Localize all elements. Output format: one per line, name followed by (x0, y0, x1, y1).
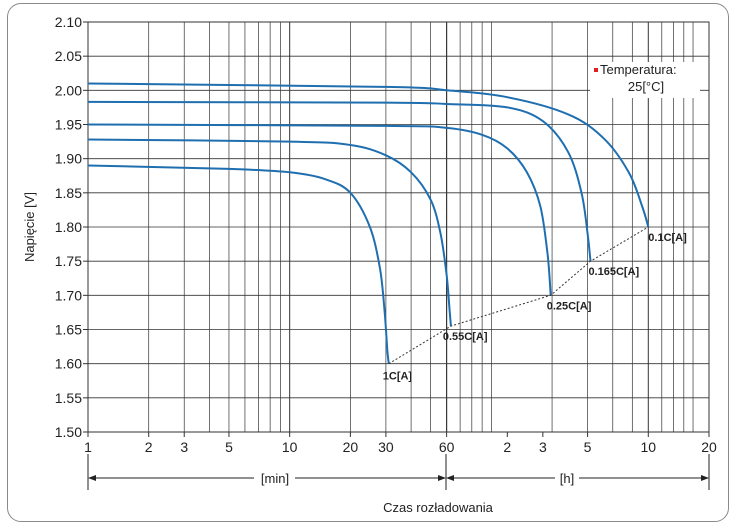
series-line (87, 100, 592, 262)
series-label: 0.55C[A] (443, 331, 488, 343)
y-tick-label: 1.85 (55, 185, 82, 201)
legend-box (590, 62, 700, 98)
y-tick-label: 1.70 (55, 287, 82, 303)
y-ticks: 1.50 1.55 1.60 1.65 1.70 1.75 1.80 1.85 1.90 1.95… (55, 14, 88, 440)
y-axis-label: Napięcie [V] (22, 192, 37, 262)
y-tick-label: 2.05 (55, 48, 82, 64)
x-tick-label: 1 (84, 439, 92, 455)
legend-line-2: 25[°C] (628, 79, 664, 94)
min-range-bracket: [min] (87, 454, 447, 490)
x-tick-label: 30 (378, 439, 394, 455)
series-label: 0.165C[A] (588, 266, 639, 278)
x-axis-label: Czas rozładowania (383, 500, 494, 515)
x-tick-label: 5 (225, 439, 233, 455)
legend-line-1: Temperatura: (600, 62, 677, 77)
y-tick-label: 1.65 (55, 322, 82, 338)
y-tick-label: 1.80 (55, 219, 82, 235)
y-tick-label: 1.50 (55, 424, 82, 440)
grid (87, 21, 710, 433)
x-tick-label: 3 (539, 439, 547, 455)
x-tick-label: 20 (701, 439, 717, 455)
x-tick-label: 20 (343, 439, 359, 455)
endpoint-line (388, 226, 649, 365)
y-tick-label: 2.00 (55, 82, 82, 98)
y-tick-label: 1.75 (55, 253, 82, 269)
y-tick-label: 1.60 (55, 356, 82, 372)
series-line (87, 164, 390, 364)
x-tick-label: 3 (180, 439, 188, 455)
x-tick-label: 2 (503, 439, 511, 455)
hour-range-bracket: [h] (446, 454, 710, 490)
x-ticks: 1 2 3 5 10 20 30 60 2 3 5 10 20 (84, 432, 717, 455)
legend-marker (594, 68, 598, 72)
series-line (87, 123, 552, 296)
min-unit-label: [min] (261, 471, 289, 486)
series-line (87, 82, 650, 228)
series-labels: 1C[A] 0.55C[A] 0.25C[A] 0.165C[A] 0.1C[A] (383, 232, 687, 383)
x-tick-label: 2 (145, 439, 153, 455)
x-tick-label: 60 (439, 439, 455, 455)
series-label: 0.1C[A] (648, 232, 687, 244)
series-group (87, 82, 650, 365)
y-tick-label: 1.55 (55, 390, 82, 406)
x-tick-label: 5 (584, 439, 592, 455)
x-tick-label: 10 (641, 439, 657, 455)
hour-unit-label: [h] (560, 471, 574, 486)
series-label: 0.25C[A] (547, 300, 592, 312)
series-line (87, 138, 452, 327)
x-tick-label: 10 (282, 439, 298, 455)
series-label: 1C[A] (383, 371, 413, 383)
y-tick-label: 1.90 (55, 151, 82, 167)
y-tick-label: 1.95 (55, 117, 82, 133)
y-tick-label: 2.10 (55, 14, 82, 30)
